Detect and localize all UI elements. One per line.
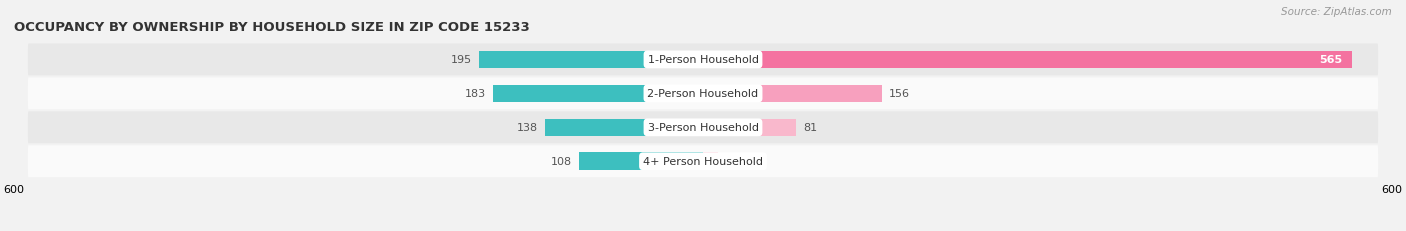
Text: 2-Person Household: 2-Person Household	[647, 89, 759, 99]
Text: 4+ Person Household: 4+ Person Household	[643, 157, 763, 167]
Bar	[579, 153, 703, 170]
Bar	[494, 85, 703, 103]
Text: Source: ZipAtlas.com: Source: ZipAtlas.com	[1281, 7, 1392, 17]
Text: 195: 195	[451, 55, 472, 65]
FancyBboxPatch shape	[28, 78, 1378, 110]
Bar	[703, 85, 882, 103]
Text: 138: 138	[516, 123, 537, 133]
Text: 1-Person Household: 1-Person Household	[648, 55, 758, 65]
Text: 13: 13	[725, 157, 738, 167]
Text: 565: 565	[1319, 55, 1343, 65]
Bar	[703, 119, 796, 137]
Text: OCCUPANCY BY OWNERSHIP BY HOUSEHOLD SIZE IN ZIP CODE 15233: OCCUPANCY BY OWNERSHIP BY HOUSEHOLD SIZE…	[14, 21, 530, 33]
Bar	[544, 119, 703, 137]
FancyBboxPatch shape	[28, 146, 1378, 177]
Text: 108: 108	[551, 157, 572, 167]
Text: 156: 156	[889, 89, 910, 99]
FancyBboxPatch shape	[28, 112, 1378, 144]
Text: 3-Person Household: 3-Person Household	[648, 123, 758, 133]
Text: 183: 183	[465, 89, 486, 99]
Bar	[479, 51, 703, 69]
FancyBboxPatch shape	[28, 44, 1378, 76]
Bar	[703, 153, 718, 170]
Text: 81: 81	[803, 123, 817, 133]
Bar	[703, 51, 1351, 69]
